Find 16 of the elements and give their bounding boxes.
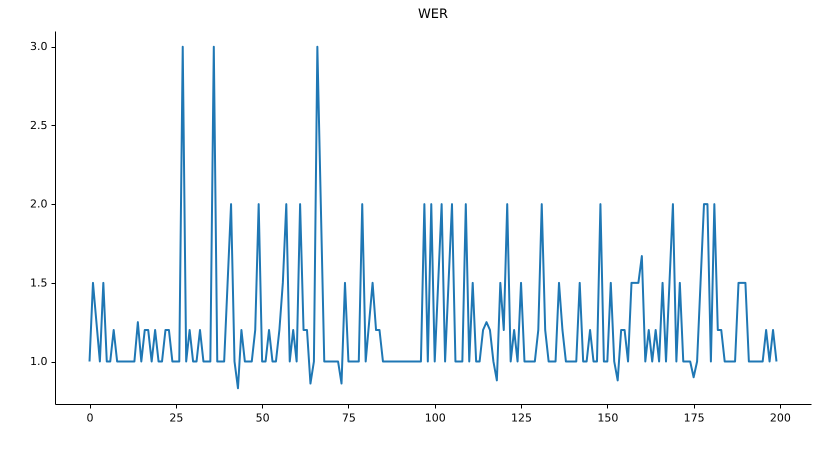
x-tick-label: 150: [597, 412, 618, 424]
x-tick-label: 50: [256, 412, 270, 424]
x-tick-label: 200: [770, 412, 791, 424]
x-tick-label: 100: [424, 412, 446, 424]
x-tick-label: 175: [684, 412, 705, 424]
chart-title: WER: [418, 7, 448, 22]
y-tick-label: 2.5: [30, 118, 48, 132]
y-tick-label: 3.0: [30, 40, 48, 54]
y-tick-label: 1.0: [30, 355, 48, 368]
x-tick-label: 0: [86, 412, 94, 424]
y-tick-label: 2.0: [30, 198, 48, 211]
x-tick-label: 125: [511, 412, 532, 424]
y-tick-label: 1.5: [30, 276, 48, 290]
x-tick-label: 25: [169, 412, 184, 424]
x-tick-label: 75: [342, 412, 356, 424]
line-series: [88, 46, 778, 390]
